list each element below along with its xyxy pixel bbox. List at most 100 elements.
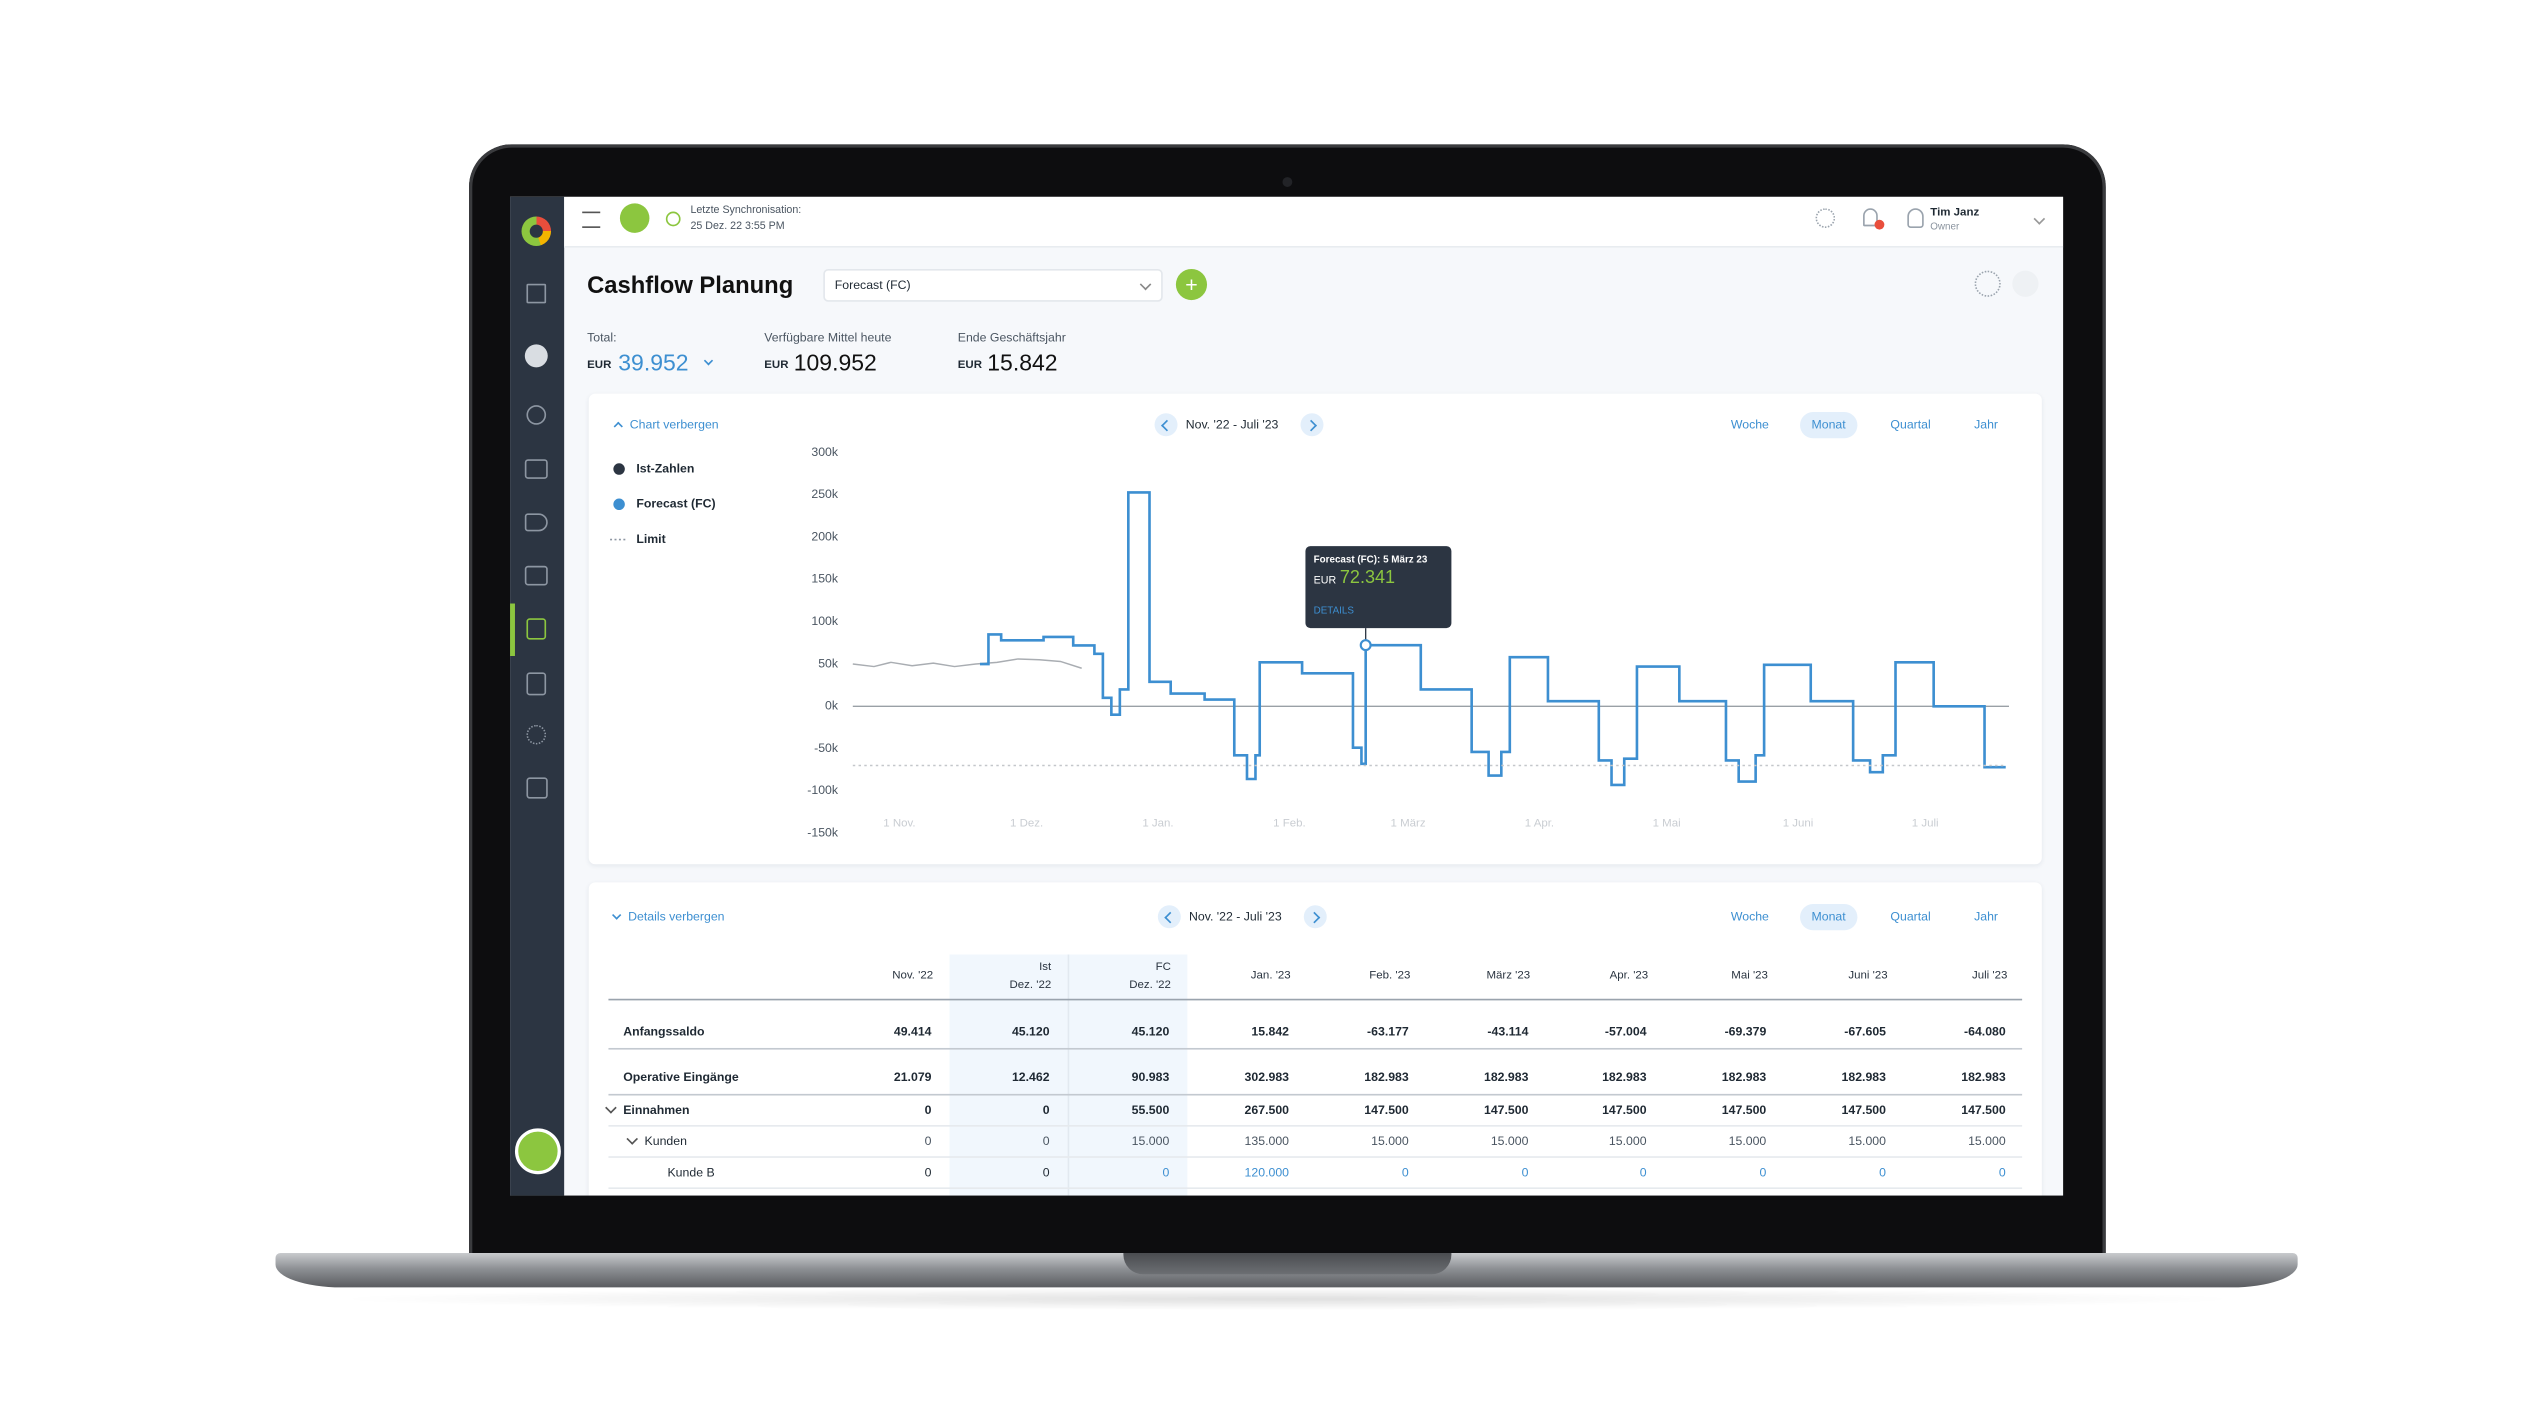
tooltip-link[interactable]: DETAILS xyxy=(1313,606,1354,617)
details-card xyxy=(588,882,2042,1196)
table-cell: -69.379 xyxy=(1724,1023,1767,1039)
user-icon[interactable] xyxy=(1907,208,1924,228)
table-cell: 15.000 xyxy=(1608,1133,1647,1149)
table-cell: -67.605 xyxy=(1844,1023,1886,1039)
range-prev[interactable] xyxy=(1157,905,1181,929)
row-label: Operative Eingänge xyxy=(623,1069,739,1085)
table-cell: 182.983 xyxy=(1483,1069,1529,1085)
table-cell: 147.500 xyxy=(1841,1102,1886,1118)
table-cell: -57.004 xyxy=(1604,1023,1647,1039)
column-header: Dez. '22 xyxy=(1009,979,1052,991)
nav-settings[interactable] xyxy=(526,724,547,745)
period-option[interactable]: Monat xyxy=(1800,904,1858,930)
chart-toggle[interactable]: Chart verbergen xyxy=(629,416,719,432)
period-option[interactable]: Woche xyxy=(1730,416,1769,432)
notification-badge xyxy=(1874,219,1885,230)
settings-button[interactable] xyxy=(1974,270,2001,297)
y-tick-label: 100k xyxy=(811,614,839,628)
table-cell: 267.500 xyxy=(1244,1102,1290,1118)
nav-globe[interactable] xyxy=(524,344,548,368)
logo-hole xyxy=(529,224,543,238)
laptop-shadow xyxy=(328,1287,2247,1311)
sync-button[interactable] xyxy=(619,203,650,233)
period-option[interactable]: Quartal xyxy=(1890,416,1931,432)
y-tick-label: 150k xyxy=(811,572,839,586)
x-tick-label: 1 Nov. xyxy=(883,817,915,829)
nav-filters[interactable] xyxy=(526,283,547,304)
hover-marker xyxy=(1359,639,1372,652)
x-tick-label: 1 Apr. xyxy=(1525,817,1554,829)
nav-calendar[interactable] xyxy=(524,459,548,479)
x-tick-label: 1 Juli xyxy=(1912,817,1939,829)
nav-inbox[interactable] xyxy=(524,565,548,586)
range-next[interactable] xyxy=(1300,413,1324,437)
details-toggle[interactable]: Details verbergen xyxy=(628,908,725,924)
column-divider xyxy=(1067,954,1070,1196)
table-cell: 0 xyxy=(1759,1164,1767,1180)
header-rule xyxy=(608,998,2023,1001)
table-cell: 15.000 xyxy=(1131,1133,1170,1149)
nav-reports[interactable] xyxy=(526,672,547,696)
x-tick-label: 1 Dez. xyxy=(1010,817,1043,829)
notifications-icon[interactable] xyxy=(1863,208,1878,227)
row-label: Kunden xyxy=(644,1133,687,1149)
row-label: Anfangssaldo xyxy=(623,1023,705,1039)
range-next[interactable] xyxy=(1303,905,1327,929)
table-cell: 0 xyxy=(1042,1102,1050,1118)
table-cell: 0 xyxy=(1401,1164,1409,1180)
period-option[interactable]: Monat xyxy=(1800,412,1858,438)
column-header: Nov. '22 xyxy=(892,970,934,982)
table-cell: 120.000 xyxy=(1244,1164,1290,1180)
series-line xyxy=(852,658,1082,669)
nav-cashflow[interactable] xyxy=(526,618,547,640)
table-cell: 302.983 xyxy=(1244,1069,1290,1085)
row-rule xyxy=(608,1047,2023,1049)
table-cell: 15.000 xyxy=(1728,1133,1767,1149)
help-icon[interactable] xyxy=(1815,208,1836,228)
scenario-select[interactable] xyxy=(823,268,1163,302)
cashflow-chart: 300k 250k 200k 150k 100k 50k 0k -50k -100k -150k 1… xyxy=(610,445,2009,839)
period-option[interactable]: Jahr xyxy=(1974,908,1999,924)
sync-status-icon xyxy=(665,211,681,227)
table-cell: 182.983 xyxy=(1721,1069,1767,1085)
scenario-value[interactable]: Forecast (FC) xyxy=(834,277,911,293)
user-name[interactable]: Tim Janz xyxy=(1930,207,1980,219)
column-header: März '23 xyxy=(1486,970,1531,982)
chat-button[interactable] xyxy=(514,1128,561,1175)
sync-label: Letzte Synchronisation: xyxy=(690,204,802,217)
table-cell: 90.983 xyxy=(1131,1069,1170,1085)
x-tick-label: 1 Mai xyxy=(1653,817,1681,829)
table-cell: -64.080 xyxy=(1964,1023,2006,1039)
table-cell: 15.000 xyxy=(1968,1133,2006,1149)
range-prev[interactable] xyxy=(1154,413,1178,437)
sync-time: 25 Dez. 22 3:55 PM xyxy=(690,220,785,233)
download-button[interactable] xyxy=(2012,270,2039,297)
y-tick-label: -50k xyxy=(814,741,839,755)
nav-active-indicator xyxy=(510,603,515,656)
tooltip-title: Forecast (FC): 5 März 23 xyxy=(1313,555,1428,566)
column-header: FC xyxy=(1155,961,1171,974)
nav-tags[interactable] xyxy=(524,513,548,532)
camera xyxy=(1282,177,1293,187)
x-tick-label: 1 Juni xyxy=(1783,817,1814,829)
laptop-notch xyxy=(1123,1252,1452,1275)
row-rule xyxy=(608,1156,2023,1158)
period-option[interactable]: Quartal xyxy=(1890,908,1931,924)
table-cell: 21.079 xyxy=(893,1069,932,1085)
nav-apps[interactable] xyxy=(526,777,548,799)
y-tick-label: 250k xyxy=(811,487,839,501)
nav-clock[interactable] xyxy=(526,405,547,425)
kpi-value[interactable]: 39.952 xyxy=(618,349,689,376)
logo[interactable] xyxy=(521,216,552,246)
period-option[interactable]: Woche xyxy=(1730,908,1769,924)
table-cell: 0 xyxy=(1042,1164,1050,1180)
column-header: Jan. '23 xyxy=(1250,970,1291,982)
y-tick-label: -100k xyxy=(807,783,839,797)
period-option[interactable]: Jahr xyxy=(1974,416,1999,432)
add-scenario-button[interactable]: + xyxy=(1175,268,1208,301)
menu-toggle[interactable] xyxy=(582,211,601,228)
table-cell: 0 xyxy=(924,1164,932,1180)
table-cell: 182.983 xyxy=(1961,1069,2006,1085)
